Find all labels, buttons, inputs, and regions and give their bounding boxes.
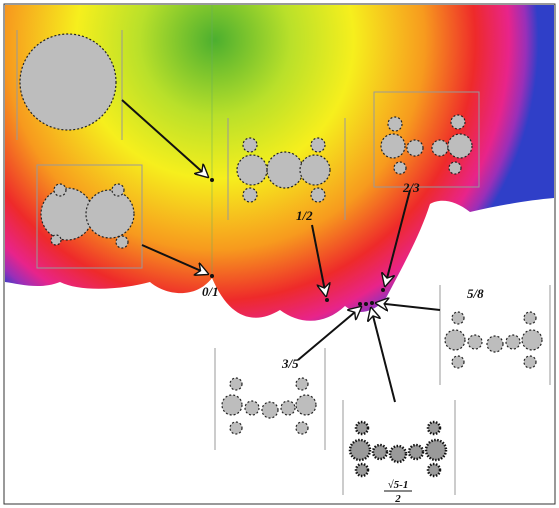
figure: 0/1 1/2 2/3 3/5 5/8 √5-1 2 [0, 0, 559, 508]
golden-denominator: 2 [394, 493, 401, 505]
golden-numerator: √5-1 [388, 479, 409, 491]
label: 1/2 [296, 208, 313, 223]
label: 0/1 [202, 284, 219, 299]
label: 3/5 [281, 356, 299, 371]
label: 5/8 [467, 286, 484, 301]
label: 2/3 [402, 180, 420, 195]
